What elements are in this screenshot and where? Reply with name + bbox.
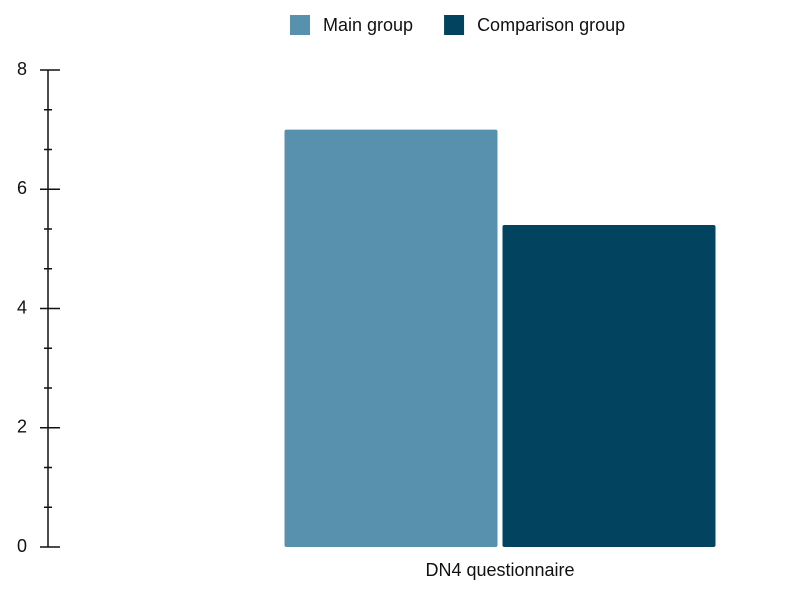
y-tick-label: 4 bbox=[17, 297, 27, 317]
bar bbox=[284, 129, 498, 547]
y-tick-label: 6 bbox=[17, 178, 27, 198]
legend-swatch bbox=[290, 15, 310, 35]
bar bbox=[502, 225, 716, 547]
legend-swatch bbox=[444, 15, 465, 35]
legend-label: Comparison group bbox=[477, 15, 625, 35]
y-tick-label: 2 bbox=[17, 417, 27, 437]
y-tick-label: 8 bbox=[17, 59, 27, 79]
legend-label: Main group bbox=[323, 15, 413, 35]
y-tick-label: 0 bbox=[17, 536, 27, 556]
x-tick-label: DN4 questionnaire bbox=[425, 560, 574, 580]
